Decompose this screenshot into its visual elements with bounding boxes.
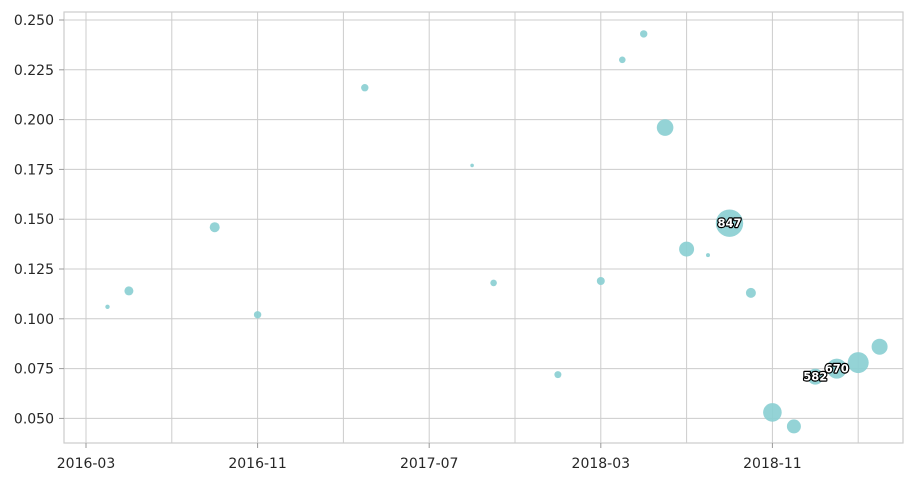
y-tick-label: 0.175 [14,162,54,178]
data-point-bubble [871,338,888,355]
plot-border [63,11,904,444]
y-tick-label: 0.250 [14,13,54,29]
data-point-bubble [253,311,262,319]
data-point-bubble [554,371,562,379]
x-tick-label: 2018-03 [572,456,631,472]
data-point-bubble [361,84,369,92]
data-point-bubble [619,56,626,64]
data-point-bubble [490,279,497,287]
bubble-count-label: 847 [717,216,741,230]
x-tick-label: 2016-11 [228,456,287,472]
data-point-bubble [105,304,110,309]
x-tick-label: 2017-07 [400,456,459,472]
data-point-bubble [679,241,695,257]
data-point-bubble [826,358,847,379]
data-point-bubble [124,286,134,296]
data-point-bubble [745,287,756,298]
data-point-bubble [706,253,710,258]
bubble-count-label: 670 [825,362,849,376]
data-point-bubble [596,277,605,285]
data-point-bubble [847,352,869,374]
data-point-bubble [715,209,744,237]
data-point-bubble [640,30,648,38]
x-tick-label: 2018-11 [743,456,802,472]
data-point-bubble [656,119,674,136]
y-tick-label: 0.200 [14,113,54,129]
y-tick-label: 0.125 [14,262,54,278]
data-point-bubble [786,419,801,434]
y-tick-label: 0.100 [14,312,54,328]
x-tick-label: 2016-03 [57,456,116,472]
data-point-bubble [763,403,782,422]
bubble-count-label: 582 [803,370,827,384]
y-tick-label: 0.225 [14,63,54,79]
data-point-bubble [807,368,824,385]
y-tick-label: 0.150 [14,212,54,228]
y-tick-label: 0.075 [14,362,54,378]
y-tick-label: 0.050 [14,411,54,427]
data-point-bubble [209,222,220,233]
data-point-bubble [470,163,474,168]
